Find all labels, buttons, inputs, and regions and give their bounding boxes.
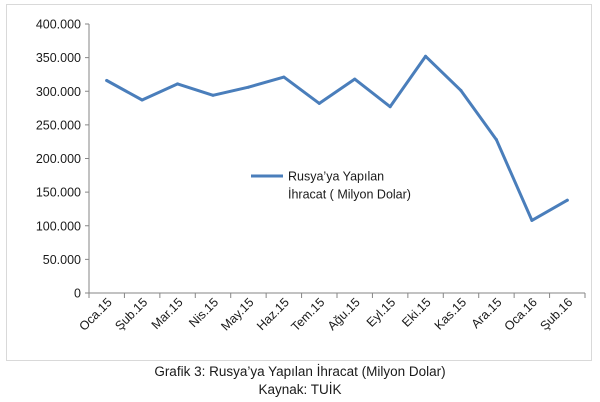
x-tick-label: Haz.15: [254, 295, 292, 333]
data-point: [282, 75, 286, 79]
x-tick-label: Ağu.15: [325, 295, 363, 333]
data-point: [140, 98, 144, 102]
chart-caption-source: Kaynak: TUİK: [258, 382, 342, 397]
x-tick-label: Tem.15: [289, 295, 328, 334]
data-point: [424, 54, 428, 58]
chart-caption-title: Grafik 3: Rusya’ya Yapılan İhracat (Mily…: [154, 364, 446, 379]
data-point: [565, 198, 569, 202]
data-point: [388, 105, 392, 109]
series: [105, 54, 569, 222]
x-tick-label: Kas.15: [432, 295, 469, 332]
y-tick-label: 250.000: [36, 118, 81, 132]
data-point: [246, 85, 250, 89]
x-tick-label: Eyl.15: [364, 295, 398, 329]
y-tick-label: 0: [74, 287, 81, 301]
data-point: [459, 89, 463, 93]
y-tick-label: 50.000: [43, 253, 81, 267]
data-point: [530, 218, 534, 222]
data-point: [211, 93, 215, 97]
legend: Rusya’ya Yapılan İhracat ( Milyon Dolar): [251, 170, 411, 202]
y-tick-label: 300.000: [36, 85, 81, 99]
series-line: [105, 54, 569, 222]
legend-label: Rusya’ya Yapılan: [288, 170, 384, 184]
data-point: [317, 101, 321, 105]
x-tick-label: Eki.15: [399, 295, 433, 329]
y-tick-label: 200.000: [36, 152, 81, 166]
x-tick-label: Ara.15: [469, 295, 505, 331]
x-tick-label: Şub.15: [112, 295, 150, 333]
x-tick-label: Oca.15: [76, 295, 114, 333]
data-point: [105, 78, 109, 82]
y-tick-label: 150.000: [36, 186, 81, 200]
line-chart: 0 50.000 100.000 150.000 200.000 250.000 300.0…: [36, 18, 586, 334]
x-tick-label: Oca.16: [502, 295, 540, 333]
legend-label: İhracat ( Milyon Dolar): [288, 188, 411, 202]
data-point: [176, 82, 180, 86]
y-axis: 0 50.000 100.000 150.000 200.000 250.000 300.0…: [36, 18, 90, 301]
x-tick-label: Mar.15: [149, 295, 186, 332]
x-tick-label: May.15: [218, 295, 256, 333]
y-tick-label: 400.000: [36, 18, 81, 32]
y-tick-label: 350.000: [36, 51, 81, 65]
x-tick-label: Şub.16: [537, 295, 575, 333]
data-point: [494, 138, 498, 142]
data-point: [353, 77, 357, 81]
y-tick-label: 100.000: [36, 219, 81, 233]
x-tick-label: Nis.15: [186, 295, 221, 330]
chart-frame: 0 50.000 100.000 150.000 200.000 250.000 300.0…: [6, 4, 592, 361]
